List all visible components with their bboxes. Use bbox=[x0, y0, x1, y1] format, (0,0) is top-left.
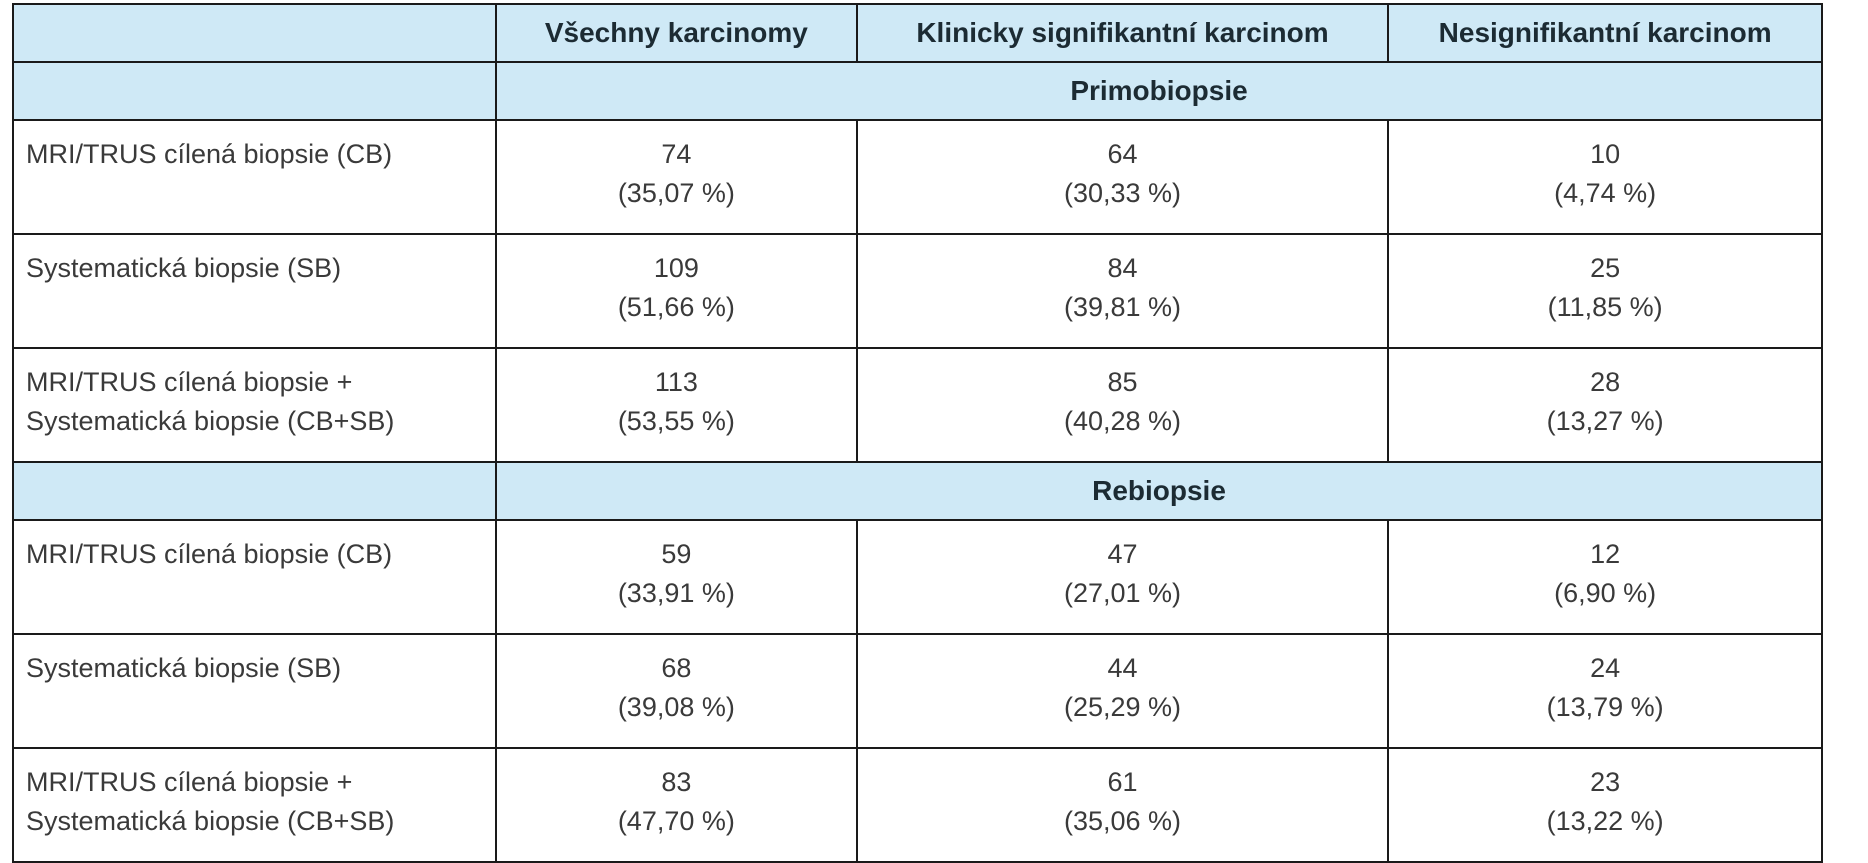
percent-value: (6,90 %) bbox=[1554, 578, 1657, 608]
count-value: 113 bbox=[654, 367, 698, 397]
percent-value: (25,29 %) bbox=[1063, 692, 1182, 722]
header-cell-significant-carcinoma: Klinicky signifikantní karcinom bbox=[855, 3, 1390, 63]
count-value: 109 bbox=[653, 253, 699, 283]
header-row: Všechny karcinomy Klinicky signifikantní… bbox=[11, 3, 1823, 63]
percent-value: (39,08 %) bbox=[617, 692, 735, 722]
count-value: 85 bbox=[1107, 367, 1138, 397]
count-value: 25 bbox=[1590, 253, 1621, 283]
section-row: Rebiopsie bbox=[11, 461, 1823, 521]
row-label-line: Systematická biopsie (SB) bbox=[26, 253, 342, 283]
row-label: MRI/TRUS cílená biopsie + Systematická bi… bbox=[11, 747, 498, 863]
table-row: Systematická biopsie (SB) 109 (51,66 %) 84 (… bbox=[11, 233, 1823, 349]
value-cell: 12 (6,90 %) bbox=[1387, 519, 1823, 635]
percent-value: (39,81 %) bbox=[1063, 292, 1182, 322]
value-cell: 84 (39,81 %) bbox=[855, 233, 1390, 349]
count-value: 23 bbox=[1590, 767, 1621, 797]
row-label-line: Systematická biopsie (CB+SB) bbox=[26, 806, 395, 836]
row-label-line: MRI/TRUS cílená biopsie + bbox=[26, 767, 353, 797]
value-cell: 59 (33,91 %) bbox=[495, 519, 858, 635]
percent-value: (51,66 %) bbox=[617, 292, 735, 322]
section-title: Rebiopsie bbox=[495, 461, 1823, 521]
value-cell: 61 (35,06 %) bbox=[855, 747, 1390, 863]
value-cell: 113 (53,55 %) bbox=[495, 347, 858, 463]
value-cell: 64 (30,33 %) bbox=[855, 119, 1390, 235]
count-value: 61 bbox=[1107, 767, 1138, 797]
value-cell: 109 (51,66 %) bbox=[495, 233, 858, 349]
count-value: 44 bbox=[1107, 653, 1138, 683]
value-cell: 68 (39,08 %) bbox=[495, 633, 858, 749]
header-cell-insignificant-carcinoma: Nesignifikantní karcinom bbox=[1387, 3, 1823, 63]
count-value: 24 bbox=[1590, 653, 1621, 683]
value-cell: 25 (11,85 %) bbox=[1387, 233, 1823, 349]
count-value: 84 bbox=[1107, 253, 1138, 283]
percent-value: (13,22 %) bbox=[1546, 806, 1664, 836]
value-cell: 74 (35,07 %) bbox=[495, 119, 858, 235]
value-cell: 10 (4,74 %) bbox=[1387, 119, 1823, 235]
table-body: Primobiopsie MRI/TRUS cílená biopsie (CB)… bbox=[11, 61, 1823, 863]
value-cell: 23 (13,22 %) bbox=[1387, 747, 1823, 863]
count-value: 47 bbox=[1107, 539, 1138, 569]
row-label-line: MRI/TRUS cílená biopsie (CB) bbox=[26, 539, 393, 569]
percent-value: (27,01 %) bbox=[1063, 578, 1182, 608]
row-label-line: Systematická biopsie (CB+SB) bbox=[26, 406, 395, 436]
row-label: MRI/TRUS cílená biopsie (CB) bbox=[11, 519, 498, 635]
value-cell: 47 (27,01 %) bbox=[855, 519, 1390, 635]
count-value: 59 bbox=[661, 539, 692, 569]
row-label: MRI/TRUS cílená biopsie (CB) bbox=[11, 119, 498, 235]
section-blank-cell bbox=[11, 461, 498, 521]
percent-value: (33,91 %) bbox=[617, 578, 735, 608]
table-row: MRI/TRUS cílená biopsie (CB) 59 (33,91 %) 4… bbox=[11, 519, 1823, 635]
value-cell: 24 (13,79 %) bbox=[1387, 633, 1823, 749]
table-row: MRI/TRUS cílená biopsie + Systematická bi… bbox=[11, 347, 1823, 463]
count-value: 12 bbox=[1590, 539, 1621, 569]
percent-value: (11,85 %) bbox=[1547, 292, 1663, 322]
row-label-line: MRI/TRUS cílená biopsie (CB) bbox=[26, 139, 393, 169]
table-row: MRI/TRUS cílená biopsie + Systematická bi… bbox=[11, 747, 1823, 863]
results-table: Všechny karcinomy Klinicky signifikantní… bbox=[11, 3, 1823, 863]
value-cell: 44 (25,29 %) bbox=[855, 633, 1390, 749]
count-value: 68 bbox=[661, 653, 692, 683]
percent-value: (13,79 %) bbox=[1546, 692, 1664, 722]
count-value: 74 bbox=[661, 139, 692, 169]
value-cell: 83 (47,70 %) bbox=[495, 747, 858, 863]
row-label-line: Systematická biopsie (SB) bbox=[26, 653, 342, 683]
row-label: MRI/TRUS cílená biopsie + Systematická bi… bbox=[11, 347, 498, 463]
count-value: 64 bbox=[1107, 139, 1138, 169]
row-label: Systematická biopsie (SB) bbox=[11, 633, 498, 749]
results-table-container: Všechny karcinomy Klinicky signifikantní… bbox=[11, 3, 1823, 863]
value-cell: 28 (13,27 %) bbox=[1387, 347, 1823, 463]
percent-value: (47,70 %) bbox=[617, 806, 735, 836]
count-value: 10 bbox=[1590, 139, 1621, 169]
count-value: 83 bbox=[661, 767, 692, 797]
row-label: Systematická biopsie (SB) bbox=[11, 233, 498, 349]
table-row: MRI/TRUS cílená biopsie (CB) 74 (35,07 %) 6… bbox=[11, 119, 1823, 235]
section-row: Primobiopsie bbox=[11, 61, 1823, 121]
section-blank-cell bbox=[11, 61, 498, 121]
percent-value: (53,55 %) bbox=[617, 406, 735, 436]
table-row: Systematická biopsie (SB) 68 (39,08 %) 44 (2… bbox=[11, 633, 1823, 749]
header-cell-empty bbox=[11, 3, 498, 63]
percent-value: (35,07 %) bbox=[617, 178, 735, 208]
percent-value: (4,74 %) bbox=[1554, 178, 1657, 208]
percent-value: (30,33 %) bbox=[1063, 178, 1182, 208]
percent-value: (40,28 %) bbox=[1063, 406, 1182, 436]
section-title: Primobiopsie bbox=[495, 61, 1823, 121]
percent-value: (13,27 %) bbox=[1546, 406, 1664, 436]
row-label-line: MRI/TRUS cílená biopsie + bbox=[26, 367, 353, 397]
header-cell-all-carcinomas: Všechny karcinomy bbox=[495, 3, 858, 63]
count-value: 28 bbox=[1590, 367, 1621, 397]
value-cell: 85 (40,28 %) bbox=[855, 347, 1390, 463]
percent-value: (35,06 %) bbox=[1063, 806, 1182, 836]
